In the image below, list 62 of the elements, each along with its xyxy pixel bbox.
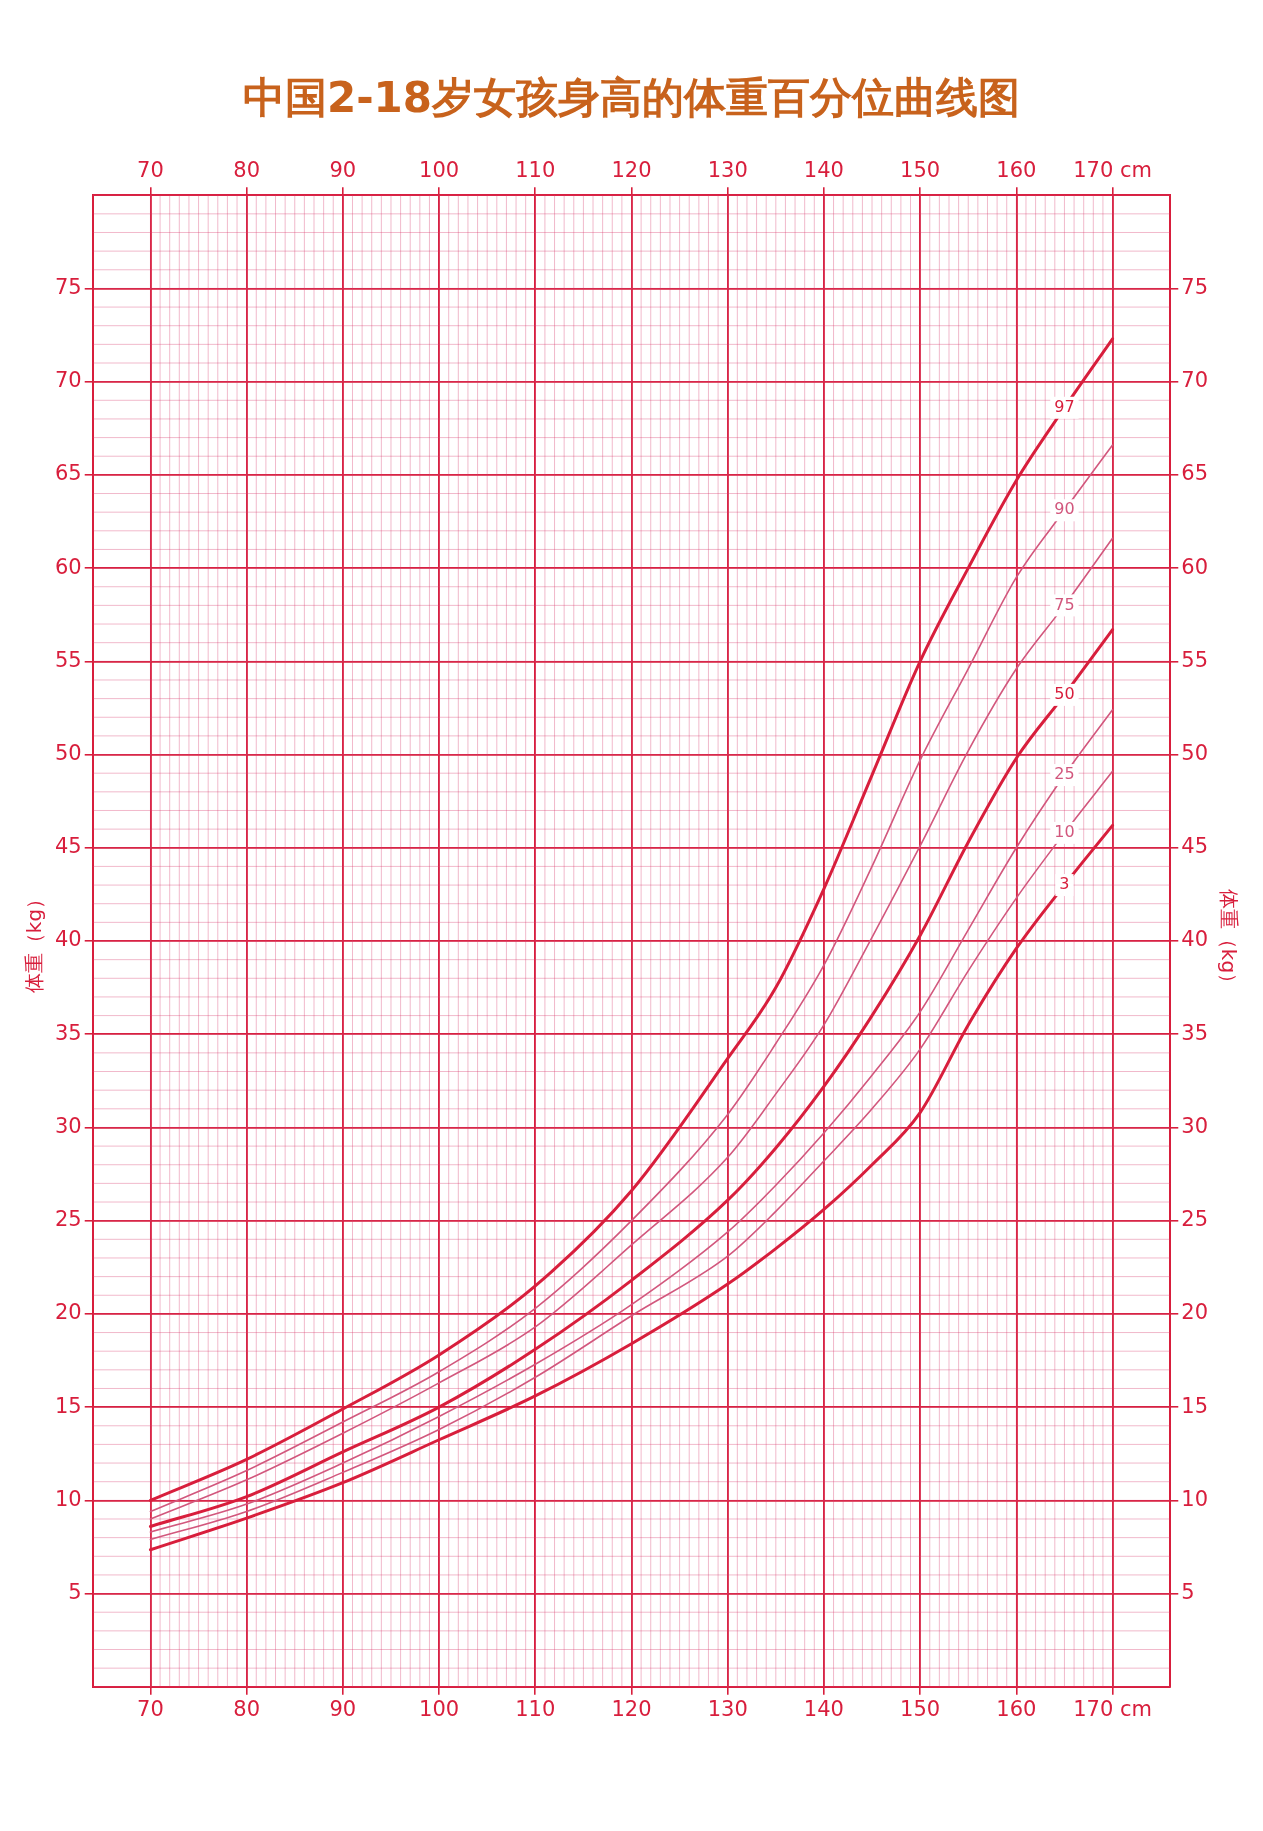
y-tick-label: 25 <box>54 1207 82 1232</box>
y-tick-label: 35 <box>54 1020 82 1045</box>
x-tick-label: 70 <box>137 1696 164 1721</box>
x2-tick-label: 80 <box>233 158 261 183</box>
chart-title: 中国2-18岁女孩身高的体重百分位曲线图 <box>241 72 1022 124</box>
x-tick-label: 110 <box>515 1696 556 1721</box>
x-tick-label: 140 <box>803 1696 844 1721</box>
x2-tick-label: 70 <box>137 158 164 183</box>
x-tick-label: 80 <box>233 1696 261 1721</box>
y2-tick-label: 30 <box>1181 1113 1209 1138</box>
x-tick-label: 170 cm <box>1073 1696 1152 1721</box>
x-tick-label: 160 <box>996 1696 1037 1721</box>
y2-tick-label: 75 <box>1181 274 1209 299</box>
x2-tick-label: 100 <box>419 158 460 183</box>
x2-tick-label: 90 <box>329 158 357 183</box>
y-tick-label: 40 <box>54 927 82 952</box>
y2-tick-label: 5 <box>1181 1580 1195 1605</box>
y-tick-label: 60 <box>54 554 82 579</box>
y-tick-label: 30 <box>54 1113 82 1138</box>
y2-tick-label: 20 <box>1181 1300 1209 1325</box>
x2-tick-label: 110 <box>515 158 556 183</box>
y2-tick-label: 50 <box>1181 741 1209 765</box>
y-tick-label: 70 <box>54 368 82 393</box>
series-label: 75 <box>1054 594 1075 614</box>
y-axis-title: 体重（kg） <box>22 888 47 994</box>
series-label: 25 <box>1054 764 1075 784</box>
y-tick-label: 15 <box>54 1393 82 1418</box>
x-tick-label: 120 <box>611 1696 652 1721</box>
series-label: 3 <box>1059 874 1070 894</box>
series-label: 10 <box>1054 822 1075 842</box>
series-label: 50 <box>1054 684 1075 704</box>
y2-tick-label: 10 <box>1181 1486 1209 1511</box>
y2-tick-label: 40 <box>1181 927 1209 952</box>
x2-tick-label: 140 <box>803 158 844 183</box>
y2-tick-label: 35 <box>1181 1020 1209 1045</box>
x2-tick-label: 130 <box>707 158 748 183</box>
x2-tick-label: 120 <box>611 158 652 183</box>
y-tick-label: 20 <box>54 1300 82 1325</box>
y-tick-label: 55 <box>54 647 82 672</box>
y-tick-label: 65 <box>54 461 82 486</box>
y2-tick-label: 55 <box>1181 647 1209 672</box>
x2-tick-label: 160 <box>996 158 1037 183</box>
y2-tick-label: 15 <box>1181 1393 1209 1418</box>
x-tick-label: 90 <box>329 1696 357 1721</box>
y2-tick-label: 45 <box>1181 834 1209 859</box>
y-tick-label: 50 <box>54 741 82 765</box>
y-tick-label: 5 <box>68 1580 82 1605</box>
x2-tick-label: 170 cm <box>1073 158 1152 183</box>
y-tick-label: 45 <box>54 834 82 859</box>
y2-axis-title: 体重（kg） <box>1216 888 1241 994</box>
y-tick-label: 75 <box>54 274 82 299</box>
y2-tick-label: 60 <box>1181 554 1209 579</box>
y2-tick-label: 65 <box>1181 461 1209 486</box>
x-tick-label: 100 <box>419 1696 460 1721</box>
x-tick-label: 130 <box>707 1696 748 1721</box>
y2-tick-label: 70 <box>1181 368 1209 393</box>
y-tick-label: 10 <box>54 1486 82 1511</box>
x-tick-label: 150 <box>900 1696 941 1721</box>
x2-tick-label: 150 <box>900 158 941 183</box>
y2-tick-label: 25 <box>1181 1207 1209 1232</box>
series-label: 97 <box>1054 396 1075 416</box>
series-label: 90 <box>1054 499 1075 519</box>
